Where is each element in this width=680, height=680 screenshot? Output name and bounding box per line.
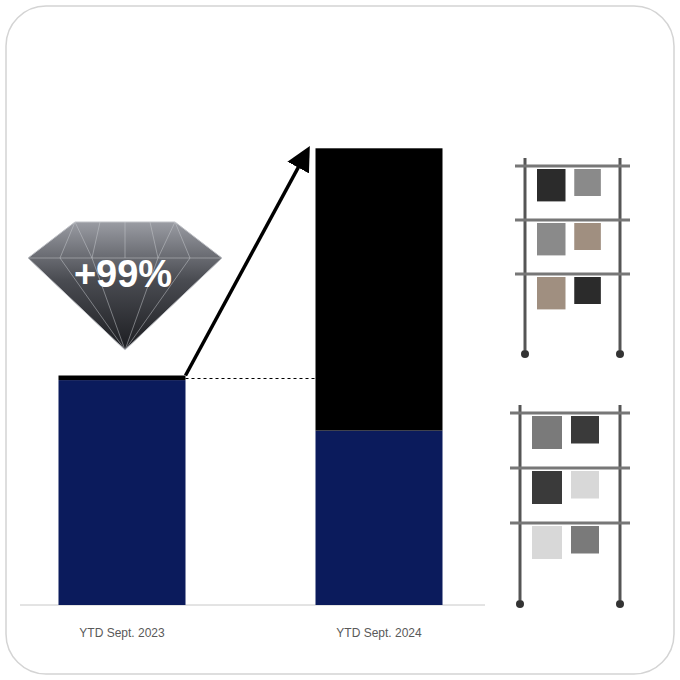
rack-shelf — [510, 522, 630, 525]
rack-cloth — [574, 277, 601, 304]
rack-cloth — [571, 526, 599, 554]
rack-shelf — [510, 412, 630, 415]
rack-cloth — [532, 471, 562, 504]
category-label: YTD Sept. 2024 — [336, 626, 422, 640]
rack-cloth — [574, 223, 601, 250]
rack-cloth — [537, 277, 566, 309]
rack-cloth — [532, 416, 562, 449]
rack-post — [619, 405, 622, 600]
frame — [6, 6, 674, 674]
diamond-facet — [60, 222, 75, 258]
rack-shelf — [510, 467, 630, 470]
rack-shelf — [515, 273, 630, 276]
rack-wheel — [616, 350, 624, 358]
diamond-body — [28, 222, 222, 350]
rack-cloth — [574, 169, 601, 196]
diamond — [28, 222, 222, 350]
bar-segment — [59, 380, 186, 605]
bar-segment — [316, 431, 443, 605]
rack-post — [619, 158, 622, 350]
rack-post — [524, 158, 527, 350]
rack-post — [519, 405, 522, 600]
rack-wheel — [616, 600, 624, 608]
rack-shelf — [515, 165, 630, 168]
annotation: +99% — [74, 253, 172, 295]
drying-rack-icon — [515, 158, 630, 358]
rack-cloth — [571, 471, 599, 499]
diamond-facet — [175, 222, 190, 258]
rack-wheel — [516, 600, 524, 608]
bar-segment — [59, 376, 186, 381]
page: {"chart_data": {"type": "bar", "stacked"… — [0, 0, 680, 680]
chart: YTD Sept. 2023 YTD Sept. 2024 +99% — [0, 0, 680, 680]
bars — [59, 148, 443, 605]
drying-rack-icon — [510, 405, 630, 608]
reference-line — [186, 378, 316, 379]
category-label: YTD Sept. 2023 — [79, 626, 165, 640]
rack-cloth — [532, 526, 562, 559]
rack-cloth — [571, 416, 599, 444]
rack-cloth — [537, 223, 566, 255]
rack-shelf — [515, 219, 630, 222]
rack-wheel — [521, 350, 529, 358]
bar-segment — [316, 148, 443, 430]
rack-cloth — [537, 169, 566, 201]
